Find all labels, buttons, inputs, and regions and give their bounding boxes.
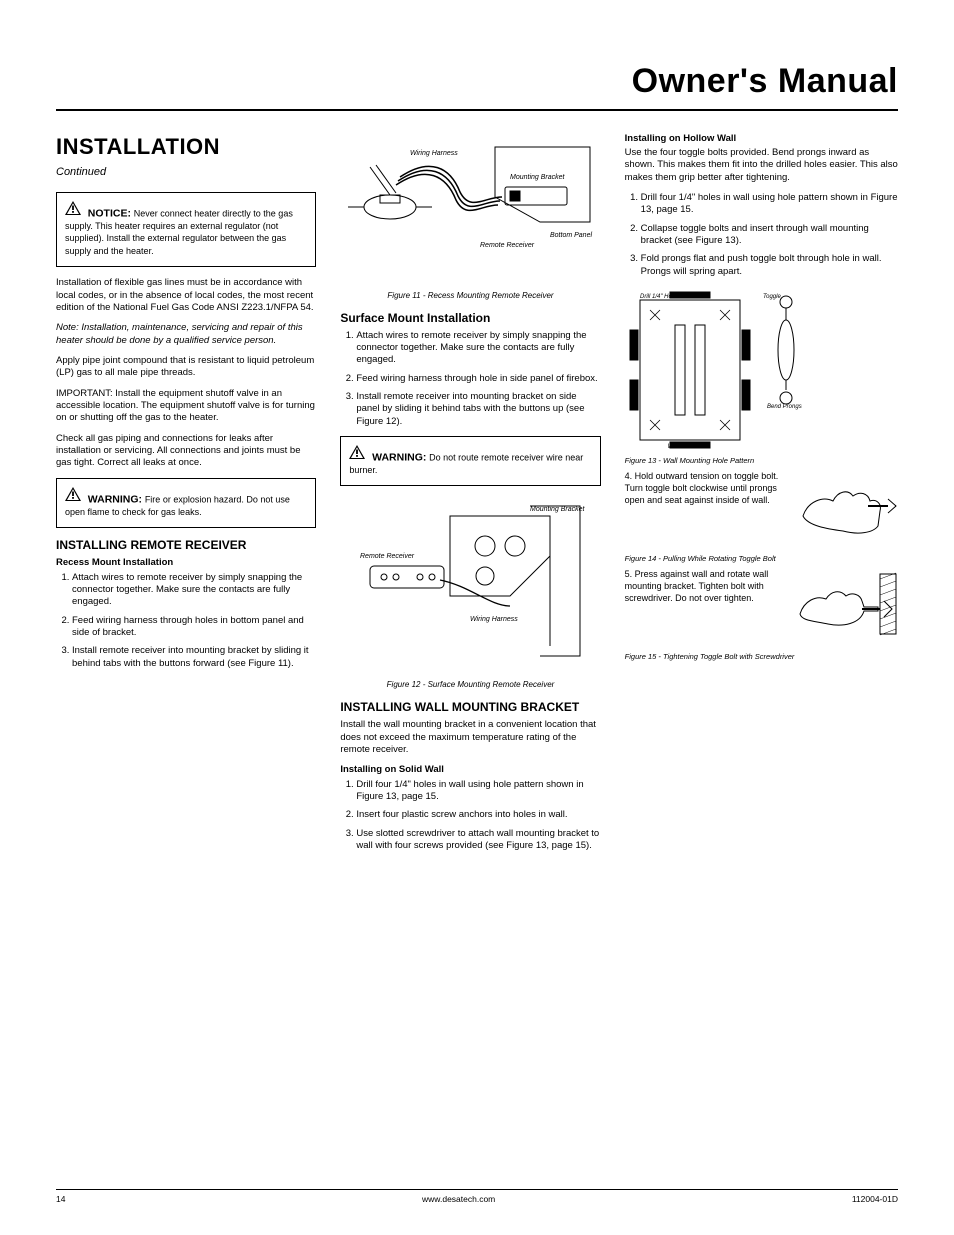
figure-15 [798,569,898,644]
svg-text:Toggle: Toggle [763,294,781,300]
svg-text:Mounting Bracket: Mounting Bracket [510,174,566,181]
column-right: Installing on Hollow Wall Use the four t… [625,133,898,861]
figure-11-caption: Figure 11 - Recess Mounting Remote Recei… [340,291,600,301]
svg-text:Remote Receiver: Remote Receiver [480,242,535,249]
svg-text:Drill 1/4" Holes: Drill 1/4" Holes [640,294,679,300]
list-item: Use slotted screwdriver to attach wall m… [356,828,600,853]
warning-title: WARNING: [88,493,142,505]
para-hollow-intro: Use the four toggle bolts provided. Bend… [625,147,898,184]
list-item: Feed wiring harness through hole in side… [356,373,600,385]
section-heading-installation: INSTALLATION [56,133,316,161]
list-item: Drill four 1/4" holes in wall using hole… [641,192,898,217]
warning-triangle-icon [349,445,365,464]
subhead-recess: Recess Mount Installation [56,557,316,569]
section-subheading-continued: Continued [56,166,316,180]
figure-12: Remote Receiver Mounting Bracket Wiring … [340,496,600,676]
svg-text:Wiring Harness: Wiring Harness [410,150,458,157]
svg-text:Mounting Bracket: Mounting Bracket [530,506,586,513]
svg-text:Remote Receiver: Remote Receiver [360,553,415,560]
warning-box-1: WARNING: Fire or explosion hazard. Do no… [56,478,316,529]
list-item: Insert four plastic screw anchors into h… [356,809,600,821]
list-solid: Drill four 1/4" holes in wall using hole… [340,779,600,853]
para-apply: Apply pipe joint compound that is resist… [56,355,316,380]
footer-page-number: 14 [56,1194,65,1205]
figure-12-caption: Figure 12 - Surface Mounting Remote Rece… [340,680,600,690]
notice-title: NOTICE: [88,207,131,219]
footer-url: www.desatech.com [422,1194,495,1205]
svg-text:Wall Anchors: Wall Anchors [667,444,702,450]
list-item: Drill four 1/4" holes in wall using hole… [356,779,600,804]
list-item: Install remote receiver into mounting br… [356,391,600,428]
notice-box-1: NOTICE: Never connect heater directly to… [56,192,316,268]
column-middle: Wiring Harness Bottom Panel Remote Recei… [340,133,600,861]
warning-title: WARNING: [372,451,426,463]
svg-text:Bend Prongs: Bend Prongs [767,404,802,410]
svg-text:Wiring Harness: Wiring Harness [470,616,518,623]
list-item: Install remote receiver into mounting br… [72,645,316,670]
figure-13-bracket: Drill 1/4" Holes Wall Anchors [625,290,755,450]
step-4-text: 4. Hold outward tension on toggle bolt. … [625,471,792,506]
para-check: Check all gas piping and connections for… [56,433,316,470]
para-important: IMPORTANT: Install the equipment shutoff… [56,388,316,425]
figure-13-caption: Figure 13 - Wall Mounting Hole Pattern [625,456,898,465]
figure-11: Wiring Harness Bottom Panel Remote Recei… [340,137,600,287]
list-hollow: Drill four 1/4" holes in wall using hole… [625,192,898,278]
heading-remote: INSTALLING REMOTE RECEIVER [56,538,316,553]
list-item: Attach wires to remote receiver by simpl… [72,572,316,609]
warning-box-2: WARNING: Do not route remote receiver wi… [340,436,600,487]
footer-model: 112004-01D [852,1194,898,1205]
heading-wall: INSTALLING WALL MOUNTING BRACKET [340,700,600,715]
column-left: INSTALLATION Continued NOTICE: Never con… [56,133,316,861]
para-note-important: Note: Installation, maintenance, servici… [56,322,316,347]
page-footer: 14 www.desatech.com 112004-01D [56,1189,898,1205]
list-item: Collapse toggle bolts and insert through… [641,223,898,248]
list-item: Feed wiring harness through holes in bot… [72,615,316,640]
subhead-hollow: Installing on Hollow Wall [625,133,898,145]
para-wall-intro: Install the wall mounting bracket in a c… [340,719,600,756]
para-flexible: Installation of flexible gas lines must … [56,277,316,314]
figure-15-caption: Figure 15 - Tightening Toggle Bolt with … [625,652,898,661]
step-5-text: 5. Press against wall and rotate wall mo… [625,569,792,604]
figure-14 [798,471,898,546]
figure-14-caption: Figure 14 - Pulling While Rotating Toggl… [625,554,898,563]
list-item: Fold prongs flat and push toggle bolt th… [641,253,898,278]
warning-triangle-icon [65,487,81,506]
list-surface: Attach wires to remote receiver by simpl… [340,330,600,428]
page-header-title: Owner's Manual [56,60,898,111]
svg-text:Bottom Panel: Bottom Panel [550,232,592,239]
figure-13-toggle: Toggle Bend Prongs [761,290,811,410]
subhead-surface: Surface Mount Installation [340,311,600,326]
list-item: Attach wires to remote receiver by simpl… [356,330,600,367]
subhead-solid: Installing on Solid Wall [340,764,600,776]
list-recess: Attach wires to remote receiver by simpl… [56,572,316,670]
warning-triangle-icon [65,201,81,220]
